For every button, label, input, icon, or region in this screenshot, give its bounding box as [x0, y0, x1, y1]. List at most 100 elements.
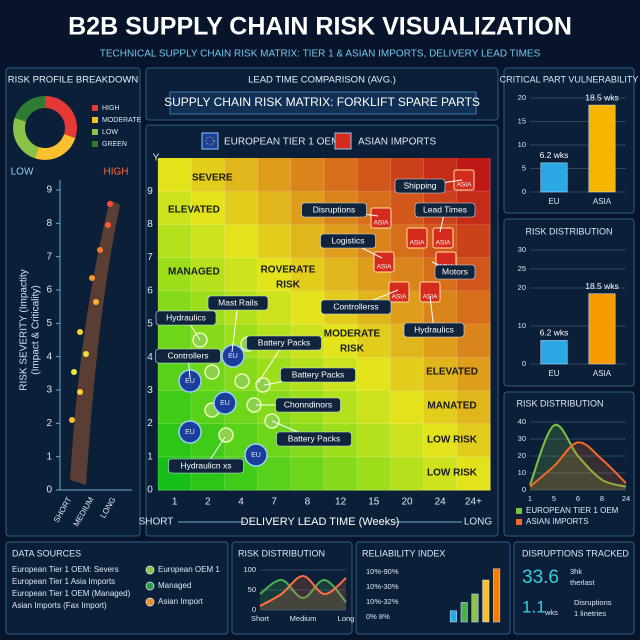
zone-label: MANAGED	[168, 267, 220, 278]
y-tick-label: 30	[518, 434, 526, 443]
subtitle: TECHNICAL SUPPLY CHAIN RISK MATRIX: TIER…	[100, 49, 541, 60]
bar	[460, 602, 468, 623]
callout-label: Shipping	[403, 180, 436, 190]
callout-label: Logistics	[331, 235, 364, 245]
y-tick-label: 8	[147, 219, 153, 230]
y-tick-label: 6	[147, 285, 153, 296]
matrix-cell	[456, 390, 491, 425]
callout-box	[168, 458, 244, 474]
legend-label: Asian Import	[158, 597, 204, 606]
x-tick-label: 12	[335, 497, 347, 508]
donut-segment	[13, 96, 77, 160]
callout-label: Battery Packs	[288, 433, 340, 443]
legend-label: ASIAN IMPORTS	[526, 517, 589, 526]
y-tick-label: 10	[518, 468, 526, 477]
y-tick-label: 100	[243, 565, 256, 574]
x-tick-label: 5	[552, 494, 556, 503]
callout-box	[394, 178, 446, 194]
x-tick-label: 24	[622, 494, 630, 503]
panel-title: RISK DISTRIBUTION	[525, 226, 612, 236]
x-tick-label: ASIA	[593, 369, 612, 378]
value-label: 6.2 wks	[540, 150, 569, 160]
matrix-cell	[290, 224, 325, 259]
y-tick-label: 20	[518, 451, 526, 460]
zone-label: MANATED	[427, 401, 476, 412]
asia-tag: ASIA	[410, 240, 425, 247]
callout-box	[207, 295, 269, 311]
legend-dot	[145, 597, 155, 607]
series-line	[529, 441, 627, 488]
marker	[255, 377, 271, 393]
matrix-cell	[357, 423, 391, 458]
marker	[204, 364, 220, 380]
callout-label: Disruptions	[313, 204, 356, 214]
callout-label: Controllers	[167, 350, 208, 360]
callout-box	[414, 202, 476, 218]
donut-segment	[13, 96, 77, 160]
note: 1 linetries	[574, 609, 606, 618]
legend-label: MODERATE	[102, 117, 141, 124]
series-line	[529, 423, 627, 488]
value-label: 6.2 wks	[540, 328, 569, 338]
matrix-cell	[158, 158, 192, 192]
decor-dot	[83, 351, 89, 357]
legend-label: EUROPEAN TIER 1 OEM	[526, 506, 619, 515]
matrix-cell	[191, 158, 225, 192]
series-line	[259, 574, 347, 607]
matrix-cell	[158, 224, 192, 259]
matrix-cell	[191, 191, 225, 225]
legend-label: HIGH	[102, 105, 120, 112]
heat-band	[70, 200, 120, 485]
callout-label: Chonndinors	[284, 399, 332, 409]
y-tick-label: 2	[147, 418, 153, 429]
matrix-cell	[390, 456, 425, 491]
callout-box	[276, 431, 352, 447]
source-line: European Tier 1 Asia Imports	[12, 577, 115, 586]
zone-label: ROVERATE	[261, 265, 316, 276]
legend-swatch	[516, 519, 522, 525]
reliability-panel	[355, 541, 511, 635]
legend-dot	[145, 581, 155, 591]
zone-label: LOW RISK	[427, 435, 478, 446]
callout-label: Lead Times	[423, 204, 467, 214]
decor-dot	[97, 247, 103, 253]
y-tick-label: 4	[46, 351, 52, 362]
panel-title: RISK DISTRIBUTION	[516, 398, 603, 408]
x-tick-label: 2	[205, 497, 211, 508]
decor-dot	[69, 417, 75, 423]
y-tick-label: 1	[147, 451, 153, 462]
matrix-cell	[357, 390, 391, 425]
matrix-cell	[456, 423, 491, 458]
x-tick-label: 15	[368, 497, 380, 508]
x-tick-label: Long	[338, 614, 355, 623]
x-tick-label: 20	[401, 497, 413, 508]
matrix-cell	[324, 324, 358, 358]
eu-tag: EU	[185, 378, 195, 385]
asia-marker	[370, 207, 392, 229]
legend-label: LOW	[102, 129, 118, 136]
x-short: SHORT	[139, 517, 174, 528]
matrix-cell	[456, 290, 491, 325]
reliability-label: 10%-30%	[366, 582, 399, 591]
matrix-cell	[390, 357, 425, 391]
bar	[449, 610, 457, 623]
y-tick-label: 4	[147, 352, 153, 363]
y-tick-label: 5	[46, 318, 52, 329]
panel-title: RELIABILITY INDEX	[362, 548, 445, 558]
bar	[540, 340, 568, 365]
asia-marker	[432, 227, 454, 249]
big-number: 33.6	[522, 567, 559, 588]
matrix-cell	[324, 257, 358, 292]
matrix-cell	[224, 191, 259, 225]
panel-title: RISK DISTRIBUTION	[238, 548, 325, 558]
left-panel	[5, 67, 141, 537]
y-axis-label: RISK SEVERITY (Impactity	[19, 269, 30, 391]
unit: therlast	[570, 578, 596, 587]
panel-title: DISRUPTIONS TRACKED	[522, 548, 629, 558]
matrix-cell	[224, 158, 259, 192]
matrix-cell	[456, 456, 491, 491]
marker	[234, 373, 250, 389]
matrix-cell	[290, 290, 325, 325]
x-tick-label: 6	[576, 494, 580, 503]
reliability-label: 10%-32%	[366, 597, 399, 606]
